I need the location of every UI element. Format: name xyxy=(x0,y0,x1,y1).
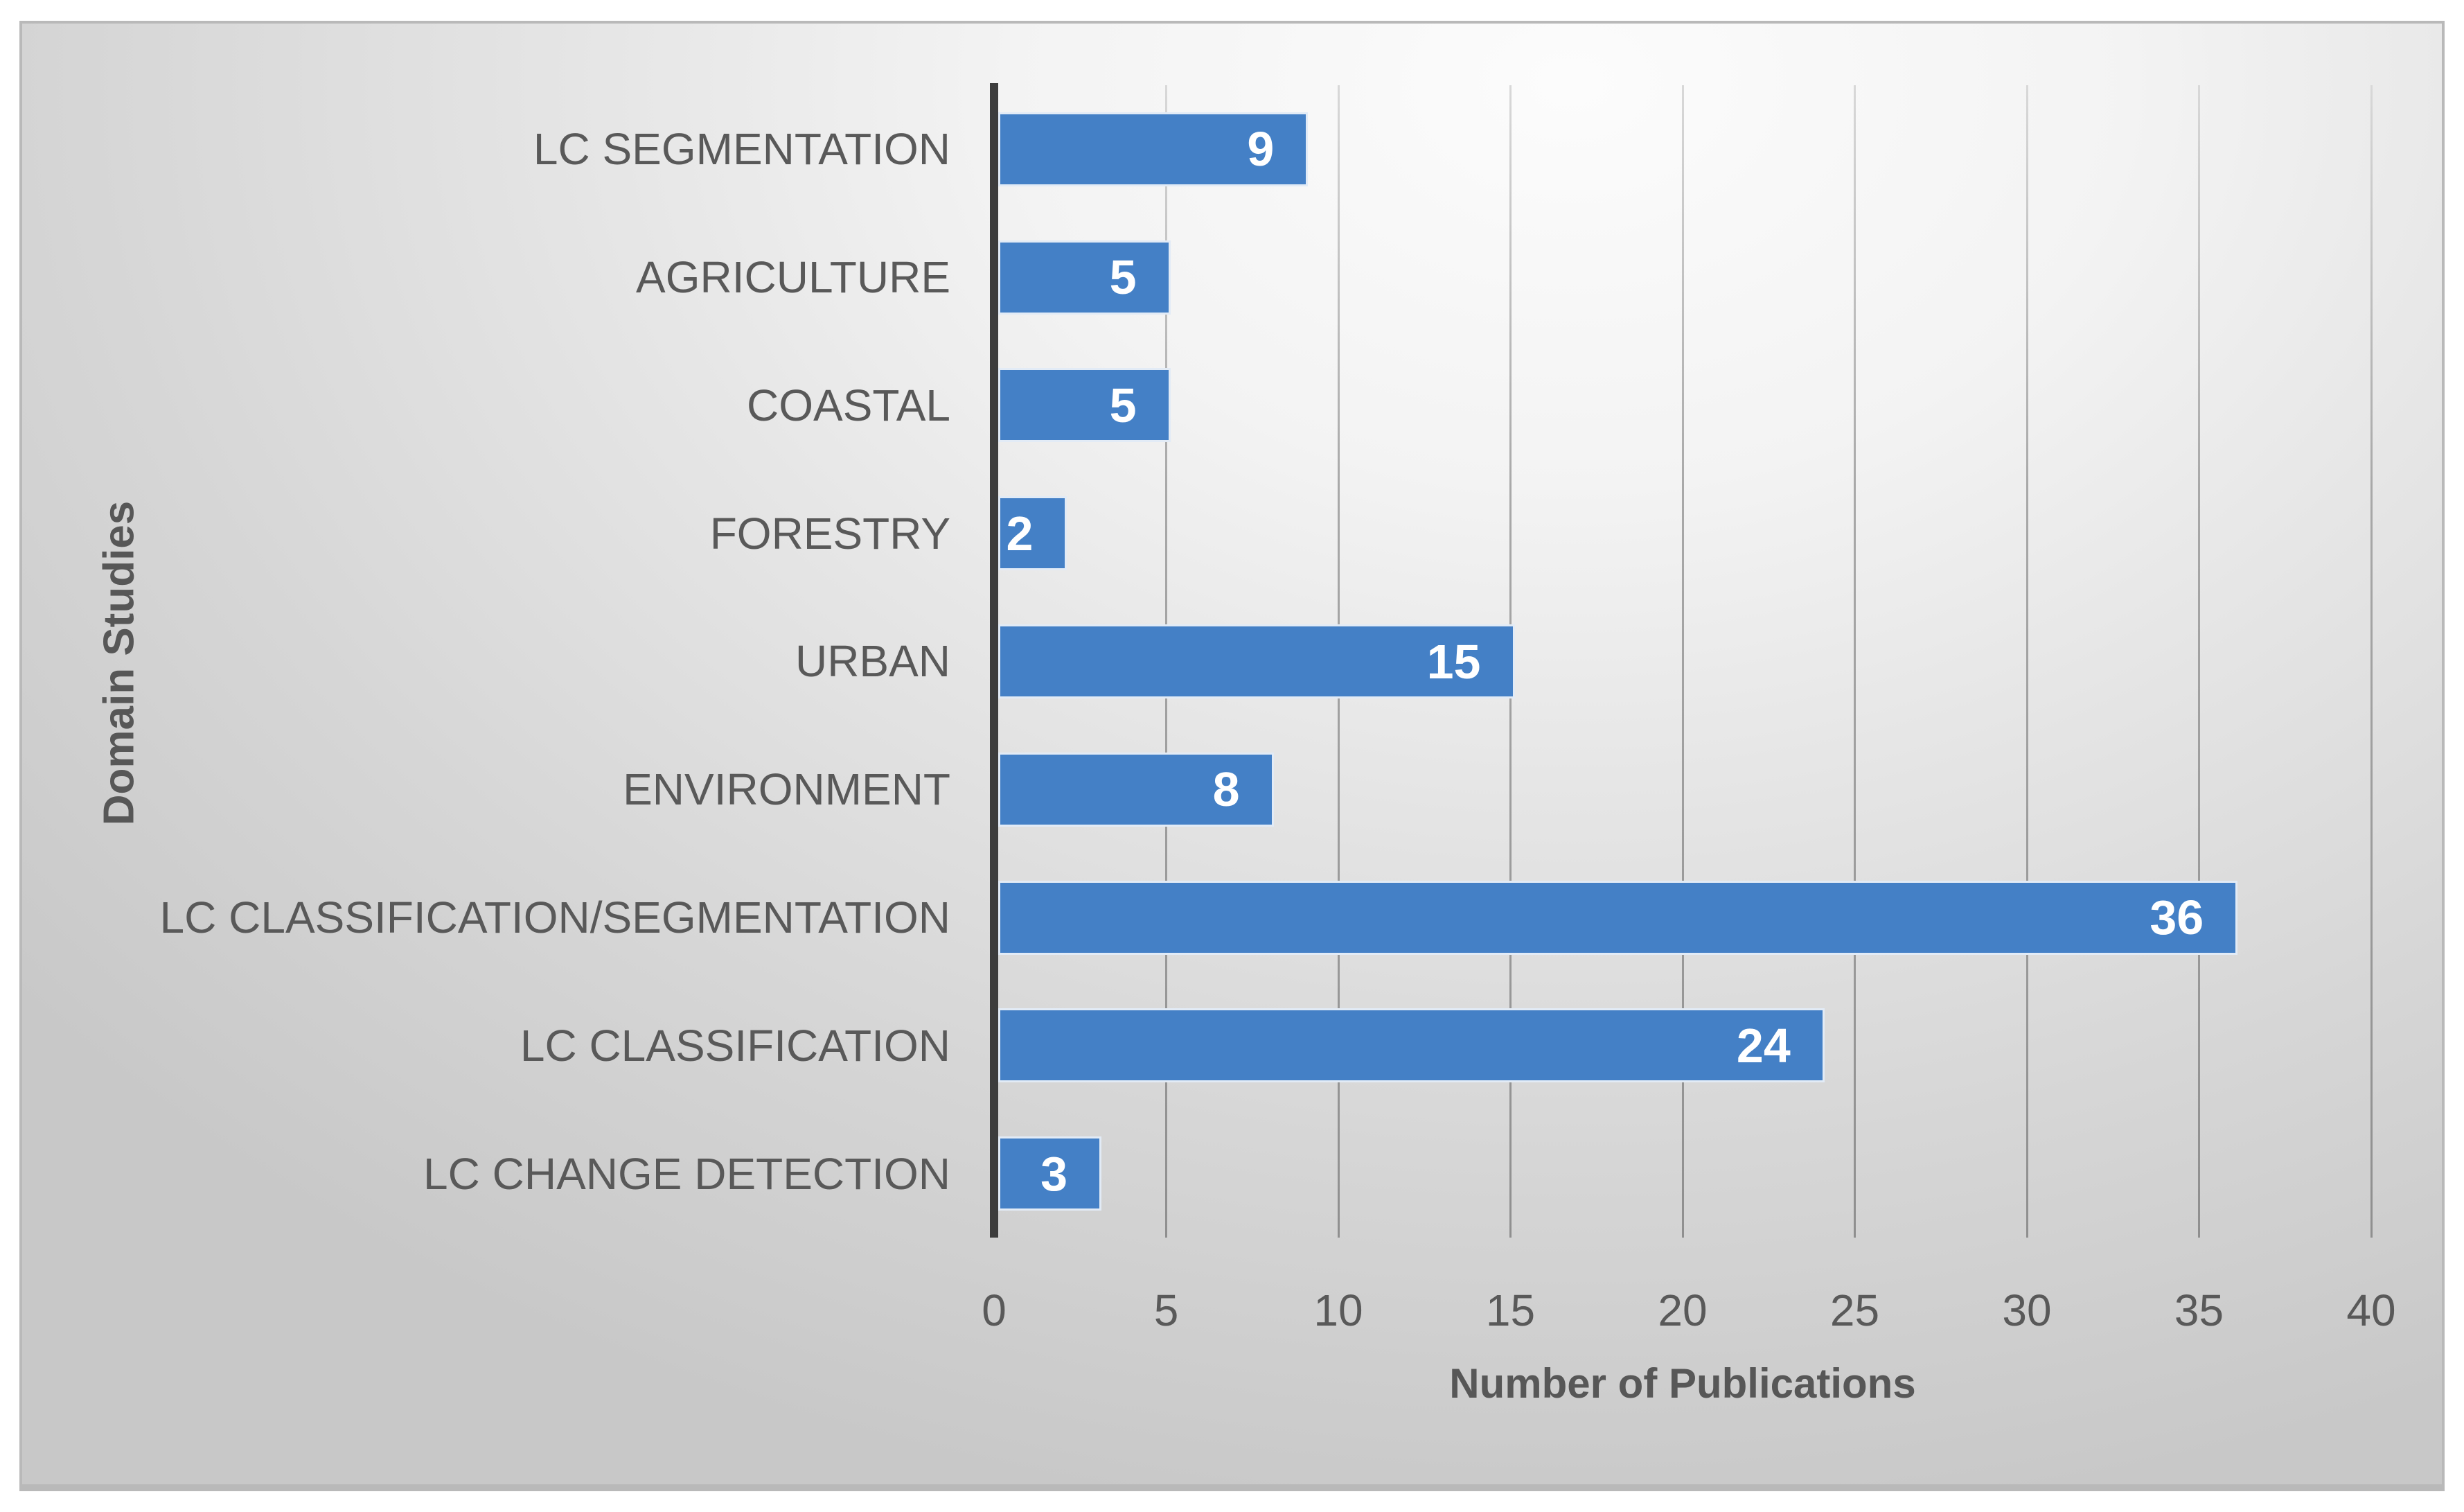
grid-line xyxy=(1681,85,1684,1238)
grid-line xyxy=(2026,85,2028,1238)
bar: 9 xyxy=(998,112,1309,186)
grid-line xyxy=(2370,85,2373,1238)
category-label: LC CLASSIFICATION xyxy=(520,1020,950,1071)
bar: 8 xyxy=(998,752,1274,827)
bar: 2 xyxy=(998,496,1067,571)
category-axis-labels: LC SEGMENTATION AGRICULTURE COASTAL FORESTR… xyxy=(22,85,950,1238)
x-tick-label: 40 xyxy=(2346,1285,2396,1335)
x-tick-label: 30 xyxy=(2002,1285,2052,1335)
category-label: ENVIRONMENT xyxy=(623,764,950,815)
value-axis-line xyxy=(990,83,998,1238)
x-tick-label: 20 xyxy=(1658,1285,1708,1335)
x-axis-title: Number of Publications xyxy=(1449,1360,1916,1407)
x-tick-label: 25 xyxy=(1829,1285,1880,1335)
category-label: FORESTRY xyxy=(709,508,950,559)
x-axis-tick-labels: 0 5 10 15 20 25 30 35 40 xyxy=(982,1279,2407,1342)
bar-value-label: 24 xyxy=(1736,1018,1791,1073)
bar: 5 xyxy=(998,368,1171,443)
category-label: LC CHANGE DETECTION xyxy=(423,1148,950,1199)
x-tick-label: 35 xyxy=(2174,1285,2224,1335)
category-label: URBAN xyxy=(795,636,950,687)
x-tick-label: 0 xyxy=(982,1285,1007,1335)
x-tick-label: 5 xyxy=(1153,1285,1179,1335)
bar: 36 xyxy=(998,880,2238,955)
category-label: LC CLASSIFICATION/SEGMENTATION xyxy=(159,893,950,943)
bar: 5 xyxy=(998,240,1171,315)
chart-frame: Domain Studies LC SEGMENTATION AGRICULTUR… xyxy=(19,21,2445,1491)
category-label: COASTAL xyxy=(747,380,950,430)
bar-value-label: 5 xyxy=(1109,250,1137,305)
grid-line xyxy=(2198,85,2200,1238)
category-label: LC SEGMENTATION xyxy=(533,124,950,175)
bar: 24 xyxy=(998,1008,1825,1083)
bar-value-label: 36 xyxy=(2150,890,2204,945)
bar-value-label: 9 xyxy=(1247,122,1275,177)
bar-value-label: 15 xyxy=(1426,634,1481,689)
bar-value-label: 5 xyxy=(1109,378,1137,432)
grid-line xyxy=(1854,85,1856,1238)
bar: 3 xyxy=(998,1136,1102,1211)
category-label: AGRICULTURE xyxy=(636,252,950,303)
bar: 15 xyxy=(998,624,1515,698)
bar-value-label: 8 xyxy=(1212,762,1240,817)
x-tick-label: 10 xyxy=(1313,1285,1363,1335)
bar-value-label: 2 xyxy=(1006,506,1034,561)
plot-area: 9 5 5 2 15 8 36 24 3 xyxy=(990,83,2407,1238)
x-tick-label: 15 xyxy=(1485,1285,1536,1335)
bar-value-label: 3 xyxy=(1040,1146,1068,1201)
